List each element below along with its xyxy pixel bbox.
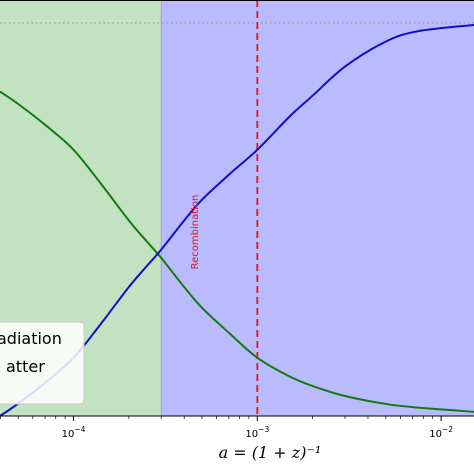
x-tick-label: 10−3 xyxy=(245,425,269,440)
reference-lines xyxy=(0,0,474,416)
x-tick-label: 10−4 xyxy=(62,425,86,440)
x-tick-label: 10−2 xyxy=(429,425,453,440)
recombination-label: Recombination xyxy=(190,195,201,270)
legend: adiation atter xyxy=(0,321,85,405)
radiation-series-line xyxy=(0,90,474,413)
era-regions xyxy=(0,0,474,416)
legend-label-radiation: adiation xyxy=(0,329,62,348)
legend-box xyxy=(0,321,85,405)
x-axis-ticks: 10−410−310−210−1 xyxy=(0,416,453,440)
legend-label-matter: atter xyxy=(6,357,45,376)
matter-era-region xyxy=(161,0,474,416)
plot-frame xyxy=(0,0,474,417)
x-axis-label: a = (1 + z)⁻¹ xyxy=(219,443,322,462)
